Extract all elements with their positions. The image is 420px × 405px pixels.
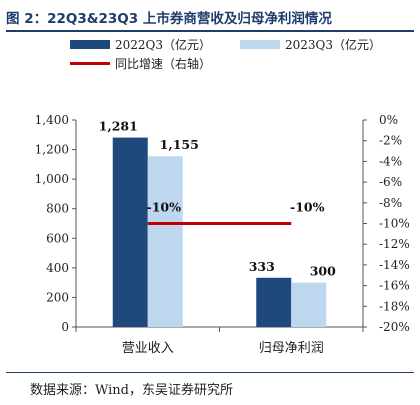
bar-value-label: 333 xyxy=(249,259,275,274)
bar-2022q3 xyxy=(112,137,148,327)
y-right-tick-label: 0% xyxy=(379,113,398,127)
y-right-tick-label: -4% xyxy=(379,154,402,168)
y-left-tick-label: 800 xyxy=(46,202,69,216)
bar-2023q3 xyxy=(291,282,327,327)
legend-item-yoy: 同比增速（右轴） xyxy=(70,55,211,72)
bar-value-label: 1,155 xyxy=(160,137,199,152)
bar-2022q3 xyxy=(256,277,292,327)
title-divider xyxy=(6,30,414,32)
legend-line-yoy xyxy=(70,62,110,65)
legend-swatch-2022q3 xyxy=(70,40,110,49)
y-right-tick-label: -14% xyxy=(379,258,410,272)
legend-label-2022q3: 2022Q3（亿元） xyxy=(115,38,212,52)
y-left-tick-label: 0 xyxy=(61,320,69,334)
y-right-tick-label: -18% xyxy=(379,299,410,313)
figure-title: 图 2：22Q3&23Q3 上市券商营收及归母净利润情况 xyxy=(6,11,332,27)
legend-item-2022q3: 2022Q3（亿元） xyxy=(70,36,211,53)
legend-label-yoy: 同比增速（右轴） xyxy=(115,57,212,71)
footer-divider xyxy=(6,372,414,373)
bar-line-chart: 0 200 400 600 800 1,000 1,200 1,400 0% -2% -4% -6% -… xyxy=(35,113,410,356)
legend-item-2023q3: 2023Q3（亿元） xyxy=(240,36,381,53)
y-right-tick-label: -6% xyxy=(379,175,402,189)
legend-swatch-2023q3 xyxy=(240,40,280,49)
bar-2023q3 xyxy=(147,156,183,327)
y-left-tick-label: 400 xyxy=(46,261,69,275)
y-right-tick-label: -20% xyxy=(379,320,410,334)
x-category-label: 营业收入 xyxy=(122,341,174,356)
yoy-growth-label: -10% xyxy=(147,200,182,215)
bar-value-label: 1,281 xyxy=(99,119,138,134)
legend-label-2023q3: 2023Q3（亿元） xyxy=(285,38,382,52)
y-left-tick-label: 1,200 xyxy=(35,143,69,157)
bar-value-label: 300 xyxy=(310,264,336,279)
y-right-tick-label: -8% xyxy=(379,196,402,210)
y-left-tick-label: 600 xyxy=(46,231,69,245)
y-right-tick-label: -16% xyxy=(379,279,410,293)
x-category-label: 归母净利润 xyxy=(259,341,324,356)
y-right-tick-label: -2% xyxy=(379,134,402,148)
y-left-tick-label: 1,400 xyxy=(35,113,69,127)
y-right-tick-label: -12% xyxy=(379,237,410,251)
y-left-tick-label: 200 xyxy=(46,290,69,304)
yoy-growth-label: -10% xyxy=(290,200,325,215)
source-note: 数据来源：Wind，东吴证券研究所 xyxy=(30,383,233,398)
y-left-tick-label: 1,000 xyxy=(35,172,69,186)
y-right-tick-label: -10% xyxy=(379,217,410,231)
